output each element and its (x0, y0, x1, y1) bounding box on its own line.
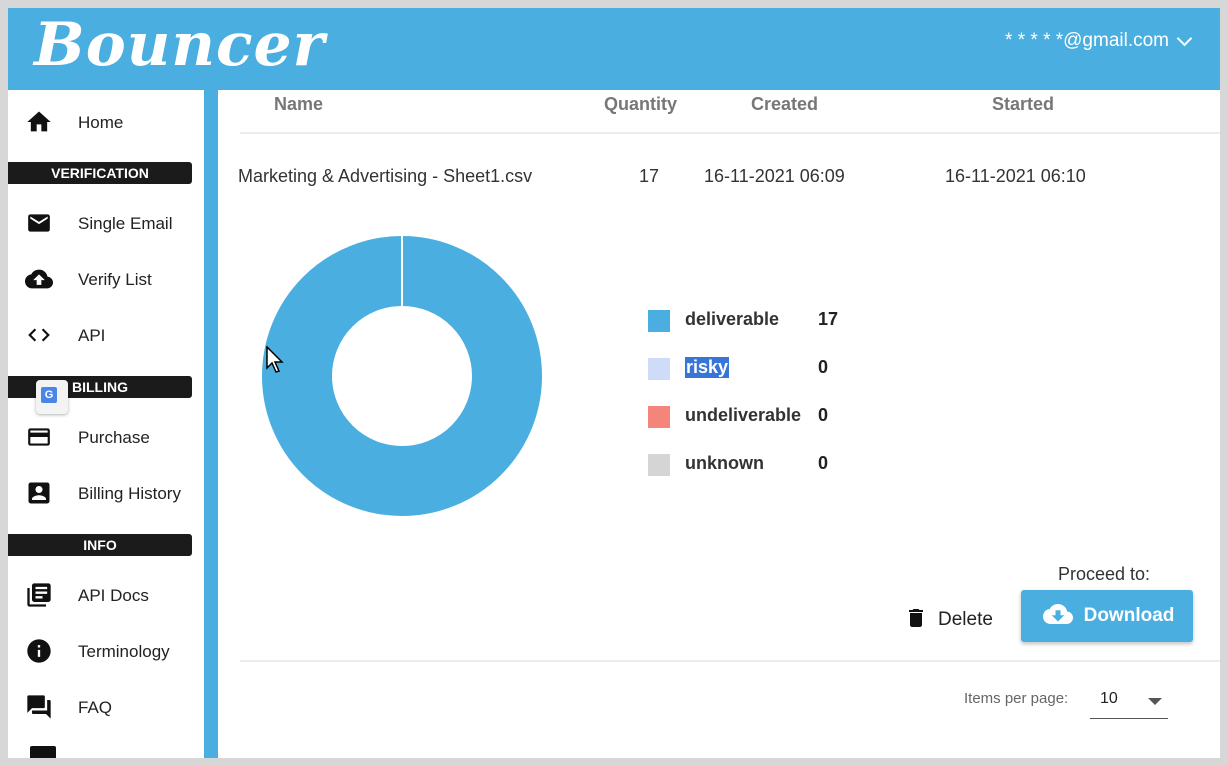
legend-swatch (648, 310, 670, 332)
sidebar-item-label: Terminology (78, 642, 170, 661)
sidebar-item-label: Verify List (78, 270, 152, 289)
legend-label: undeliverable (685, 405, 802, 425)
main-content: Name Quantity Created Started Marketing … (218, 90, 1220, 758)
google-translate-icon[interactable]: G (36, 380, 68, 414)
trash-icon (904, 604, 928, 637)
file-quantity: 17 (639, 166, 660, 186)
sidebar-item-billing-history[interactable]: Billing History (8, 473, 204, 513)
delete-label: Delete (938, 609, 993, 630)
logo[interactable]: Bouncer (34, 10, 326, 80)
legend-label: risky (685, 357, 730, 378)
sidebar-item-label: Purchase (78, 428, 150, 447)
section-info: INFO (8, 534, 192, 556)
mouse-cursor-icon (266, 345, 286, 379)
footer-divider (240, 660, 1220, 662)
sidebar-item-label: Billing History (78, 484, 181, 503)
account-box-icon (24, 479, 54, 507)
partial-nav-icon (30, 746, 56, 758)
sidebar-item-single-email[interactable]: Single Email (8, 203, 204, 243)
sidebar-divider (204, 90, 218, 758)
items-per-page-select[interactable]: 10 (1090, 684, 1168, 719)
library-books-icon (24, 581, 54, 609)
sidebar-item-verify-list[interactable]: Verify List (8, 259, 204, 299)
sidebar-item-label: Home (78, 113, 124, 132)
sidebar-item-purchase[interactable]: Purchase (8, 417, 204, 457)
legend-count: 0 (818, 453, 829, 473)
header-divider (240, 132, 1220, 134)
proceed-label: Proceed to: (1058, 564, 1151, 584)
top-bar: Bouncer * * * * *@gmail.com (8, 8, 1220, 90)
home-icon (24, 108, 54, 136)
items-per-page-value: 10 (1100, 690, 1118, 707)
mail-icon (24, 209, 54, 237)
sidebar-item-label: FAQ (78, 698, 113, 717)
column-header-quantity[interactable]: Quantity (604, 94, 678, 114)
legend-swatch (648, 406, 670, 428)
sidebar-item-label: API (78, 326, 106, 345)
chevron-down-icon (1176, 30, 1193, 47)
download-label: Download (1083, 605, 1175, 626)
sidebar-item-label: API Docs (78, 586, 149, 605)
cloud-upload-icon (24, 265, 54, 293)
legend-count: 0 (818, 405, 829, 425)
delete-button[interactable]: Delete (904, 598, 993, 642)
forum-icon (24, 693, 54, 721)
file-created: 16-11-2021 06:09 (704, 166, 845, 186)
sidebar-item-terminology[interactable]: Terminology (8, 631, 204, 671)
results-donut-chart (262, 236, 542, 516)
file-started: 16-11-2021 06:10 (945, 166, 1086, 186)
app-frame: Bouncer * * * * *@gmail.com Home VERIFIC… (8, 8, 1220, 758)
cloud-download-icon (1040, 599, 1076, 634)
file-name: Marketing & Advertising - Sheet1.csv (238, 166, 533, 186)
legend-swatch (648, 454, 670, 476)
sidebar-item-home[interactable]: Home (8, 102, 204, 142)
column-header-created[interactable]: Created (751, 94, 819, 114)
download-button[interactable]: Download (1021, 590, 1193, 642)
info-icon (24, 637, 54, 665)
sidebar-item-api[interactable]: API (8, 315, 204, 355)
legend-count: 17 (818, 309, 839, 329)
dropdown-arrow-icon (1148, 698, 1162, 705)
items-per-page-label: Items per page: (964, 690, 1069, 707)
account-menu[interactable]: * * * * *@gmail.com (1005, 30, 1193, 52)
credit-card-icon (24, 423, 54, 451)
sidebar: Home VERIFICATION Single Email Verify Li… (8, 90, 204, 758)
legend-label: deliverable (685, 309, 780, 329)
legend-swatch (648, 358, 670, 380)
code-icon (24, 321, 54, 349)
section-verification: VERIFICATION (8, 162, 192, 184)
sidebar-item-api-docs[interactable]: API Docs (8, 575, 204, 615)
legend-label: unknown (685, 453, 764, 473)
column-header-started[interactable]: Started (992, 94, 1055, 114)
column-header-name[interactable]: Name (274, 94, 324, 114)
sidebar-item-label: Single Email (78, 214, 173, 233)
account-email: * * * * *@gmail.com (1005, 30, 1169, 51)
sidebar-item-faq[interactable]: FAQ (8, 687, 204, 727)
legend-count: 0 (818, 357, 829, 377)
